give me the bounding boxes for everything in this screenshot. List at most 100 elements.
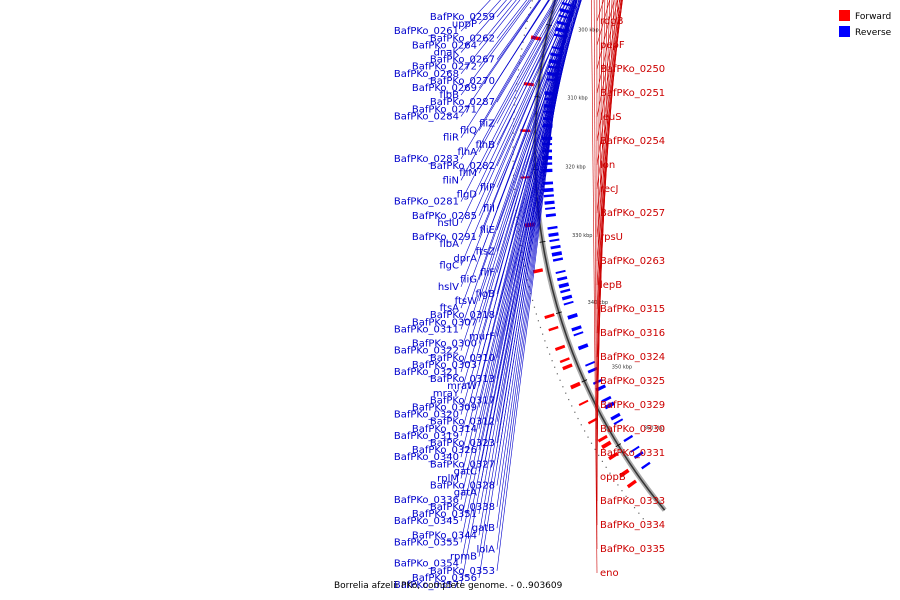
ring-dot (642, 518, 644, 520)
leader-line (478, 0, 517, 46)
leader-line (460, 0, 491, 32)
right-gene-label: BafPKo_0316 (600, 328, 665, 339)
right-gene-label: leuS (600, 112, 622, 123)
reverse-gene-feature (577, 343, 589, 351)
reverse-gene-feature (604, 401, 615, 410)
leader-line (496, 0, 575, 167)
left-gene-label: BafPKo_0281 (394, 197, 459, 208)
tick-mark (615, 443, 622, 448)
left-gene-label: ftsA (440, 303, 459, 314)
left-gene-label: ftsZ (476, 246, 495, 257)
left-gene-label: BafPKo_0271 (412, 104, 477, 115)
ring-dot (515, 90, 517, 92)
left-gene-label: BafPKo_0338 (430, 502, 495, 513)
ring-dot (512, 160, 514, 162)
leader-line (460, 0, 507, 53)
ring-dot (537, 320, 539, 322)
right-gene-label: rpsU (600, 232, 623, 243)
ring-dot (574, 411, 576, 413)
leader-line (460, 4, 573, 436)
leader-line (478, 0, 577, 365)
left-gene-label: BafPKo_0261 (394, 26, 459, 37)
reverse-gene-feature (641, 461, 651, 470)
left-gene-label: mraY (433, 388, 460, 399)
ring-dot (621, 490, 623, 492)
right-gene-label: lepB (600, 280, 622, 291)
tick-label: 310 kbp (567, 96, 587, 102)
ring-dot (638, 512, 640, 514)
legend-swatch-forward (839, 10, 850, 21)
leader-line (478, 96, 556, 578)
left-gene-label: BafPKo_0309 (412, 403, 477, 414)
reverse-gene-feature (560, 288, 571, 294)
left-gene-label: BafPKo_0303 (412, 360, 477, 371)
leader-line (460, 87, 557, 564)
forward-gene-feature (548, 325, 559, 332)
leader-line (460, 0, 521, 74)
ring-dot (514, 97, 516, 99)
ring-dot (526, 279, 529, 281)
leader-line (596, 0, 600, 502)
left-gene-label: fliZ (479, 119, 495, 130)
reverse-gene-feature (548, 232, 559, 238)
reverse-gene-feature (544, 200, 555, 205)
leader-line (591, 0, 598, 574)
ring-dot (529, 7, 532, 9)
forward-gene-feature (554, 344, 566, 351)
backbone-line (534, 0, 666, 511)
reverse-gene-feature (623, 434, 634, 443)
left-gene-label: flgD (457, 190, 478, 201)
ring-dot (514, 104, 516, 106)
reverse-gene-feature (549, 238, 560, 243)
left-gene-label: BafPKo_0319 (394, 431, 459, 442)
reverse-gene-feature (610, 412, 621, 421)
forward-gene-feature (619, 468, 630, 478)
left-gene-label: dnaK (434, 48, 460, 59)
forward-gene-feature (544, 313, 555, 319)
leader-line (478, 0, 576, 238)
tick-mark (555, 311, 562, 314)
ring-dot (521, 48, 523, 50)
ring-dot (571, 405, 573, 407)
ring-dot (609, 472, 611, 474)
leader-line (596, 0, 621, 118)
left-gene-label: gatB (472, 523, 495, 534)
left-gene-label: BafPKo_0328 (430, 481, 495, 492)
reverse-gene-feature (601, 395, 612, 403)
ring-dot (530, 293, 532, 295)
left-gene-label: murF (469, 332, 495, 343)
ring-dot (584, 430, 586, 432)
left-gene-label: BafPKo_0264 (412, 40, 477, 51)
ring-dot (522, 258, 524, 260)
ring-dot (587, 436, 589, 438)
ring-dot (601, 460, 603, 462)
reverse-gene-feature (542, 181, 554, 185)
ring-dot (562, 386, 564, 388)
ring-dot (522, 41, 524, 43)
ring-dot (513, 181, 515, 183)
ring-dot (605, 466, 607, 468)
right-gene-label: BafPKo_0324 (600, 352, 665, 363)
forward-gene-feature (578, 399, 589, 406)
left-gene-label: BafPKo_0323 (430, 438, 495, 449)
leader-line (460, 0, 571, 245)
ring-dot (518, 230, 520, 233)
leader-line (478, 0, 578, 323)
left-gene-label: BafPKo_0283 (394, 154, 459, 165)
leader-line (460, 0, 575, 415)
left-gene-label: ftsW (455, 296, 477, 307)
tick-label: 350 kbp (612, 365, 632, 371)
left-gene-label: BafPKo_0322 (394, 346, 459, 357)
left-gene-label: BafPKo_0336 (394, 495, 459, 506)
legend-swatch-reverse (839, 26, 850, 37)
ring-dot (565, 392, 567, 394)
right-gene-label: BafPKo_0334 (600, 520, 665, 531)
ring-dot (539, 326, 542, 329)
leader-line (460, 0, 561, 181)
forward-gene-feature (601, 440, 612, 450)
right-gene-label: rdgB (600, 16, 624, 27)
leader-line (460, 0, 532, 96)
right-gene-label: BafPKo_0325 (600, 376, 665, 387)
leader-line (478, 82, 558, 557)
ring-dot (523, 34, 525, 36)
